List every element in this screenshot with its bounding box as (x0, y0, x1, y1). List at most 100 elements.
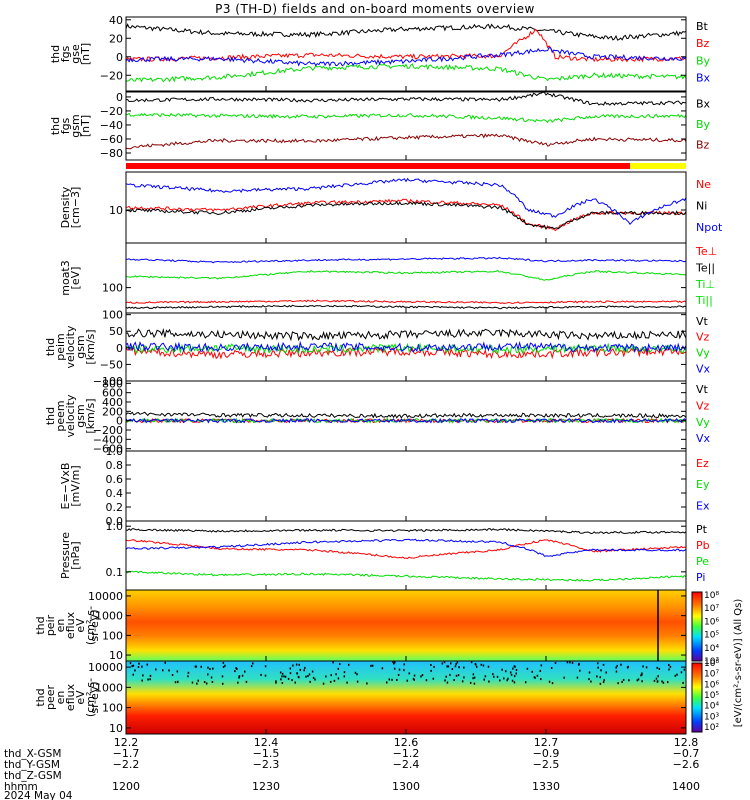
y-axis-label: peim (54, 333, 67, 361)
heatmap-speckle (187, 675, 189, 678)
colorbar-tick-label: 10⁶ (704, 680, 719, 690)
y-axis-label: [nT] (79, 43, 92, 65)
heatmap-speckle (347, 663, 350, 666)
heatmap-speckle (393, 662, 395, 665)
legend-entry: Ti⊥ (695, 278, 715, 291)
legend-entry: Vy (696, 416, 710, 429)
y-tick-label: 10 (109, 204, 123, 217)
heatmap-speckle (550, 666, 553, 669)
x-tick-label: −2.3 (253, 758, 280, 771)
heatmap-speckle (298, 663, 301, 666)
y-axis-label: en (54, 691, 67, 705)
heatmap-speckle (637, 678, 640, 681)
heatmap-speckle (284, 675, 287, 678)
heatmap-speckle (455, 663, 457, 666)
heatmap-speckle (238, 676, 240, 679)
legend-entry: Bz (696, 37, 710, 50)
x-tick-label: 12.7 (534, 736, 559, 749)
x-tick-label: 12.4 (254, 736, 279, 749)
legend-entry: By (696, 118, 711, 131)
y-tick-label: 200 (102, 405, 123, 418)
legend-entry: Ey (696, 478, 710, 491)
heatmap-speckle (299, 668, 302, 671)
heatmap-speckle (473, 682, 476, 685)
heatmap-speckle (655, 677, 658, 680)
legend-entry: Vy (696, 346, 710, 359)
heatmap-speckle (281, 675, 283, 678)
heatmap-speckle (472, 677, 474, 680)
heatmap-speckle (295, 663, 298, 666)
y-axis-label: thd (44, 407, 57, 425)
y-axis-label: fgs (59, 45, 72, 62)
heatmap-speckle (482, 664, 485, 667)
heatmap-speckle (534, 676, 536, 679)
heatmap-speckle (224, 664, 226, 667)
heatmap-speckle (551, 682, 554, 685)
legend-entry: Bx (696, 97, 711, 110)
heatmap-speckle (653, 679, 656, 682)
series-line-Te⊥ (125, 299, 687, 305)
heatmap-speckle (147, 678, 149, 681)
series-line-Vx (125, 417, 687, 424)
heatmap-speckle (292, 664, 294, 667)
colorbar-tick-label: 10² (704, 723, 719, 733)
heatmap-speckle (676, 673, 678, 676)
heatmap-speckle (441, 662, 444, 665)
y-tick-label: 1000 (95, 610, 123, 623)
heatmap-speckle (280, 678, 282, 681)
y-tick-label: −60 (100, 133, 123, 146)
heatmap-speckle (194, 665, 197, 668)
heatmap-speckle (343, 675, 346, 678)
series-line-Bx (125, 91, 687, 106)
y-tick-label: −200 (93, 424, 123, 437)
heatmap-speckle (205, 682, 208, 685)
heatmap-speckle (640, 674, 642, 677)
heatmap-speckle (260, 673, 262, 676)
heatmap-speckle (620, 663, 622, 666)
ephemeris-row-label: hhmm (4, 781, 38, 793)
x-tick-label: −1.2 (393, 747, 420, 760)
heatmap-speckle (515, 672, 517, 675)
heatmap-speckle (381, 667, 384, 670)
heatmap-speckle (656, 666, 658, 669)
heatmap-speckle (304, 666, 306, 669)
heatmap-speckle (129, 662, 132, 665)
x-tick-label: 1200 (112, 780, 140, 793)
colorbar-tick-label: 10⁸ (704, 659, 719, 669)
heatmap-speckle (283, 675, 285, 678)
colorbar-tick-label: 10⁵ (704, 691, 719, 701)
heatmap-speckle (674, 674, 677, 677)
y-tick-label: −400 (93, 433, 123, 446)
colorbar-tick-label: 10³ (704, 712, 719, 722)
heatmap-speckle (371, 664, 374, 667)
series-line-Pi (125, 538, 687, 557)
heatmap-speckle (669, 665, 672, 668)
heatmap-speckle (636, 679, 639, 682)
heatmap-speckle (602, 663, 605, 666)
y-tick-label: 1.0 (106, 520, 124, 533)
legend-entry: Vx (696, 432, 711, 445)
heatmap-speckle (209, 668, 211, 671)
y-axis-label: (cm²-s- (84, 678, 97, 717)
colorbar-label: [eV/(cm²-s-sr-eV)] (All Qs) (733, 599, 744, 728)
y-axis-label: moat3 (59, 260, 72, 296)
heatmap-speckle (603, 679, 605, 682)
heatmap-speckle (406, 679, 409, 682)
heatmap-speckle (563, 676, 565, 679)
y-axis-label: thd (34, 688, 47, 706)
heatmap-speckle (536, 674, 539, 677)
heatmap-speckle (322, 682, 325, 685)
ephemeris-row-label: thd_Z-GSM (4, 770, 62, 782)
heatmap-speckle (222, 661, 225, 664)
heatmap-speckle (539, 678, 542, 681)
heatmap-speckle (333, 679, 336, 682)
heatmap-speckle (666, 681, 669, 684)
x-tick-label: −2.2 (113, 758, 140, 771)
series-line-Vz (125, 346, 687, 360)
heatmap-speckle (264, 674, 267, 677)
heatmap-speckle (680, 671, 683, 674)
y-axis-label: velocity (64, 394, 77, 437)
heatmap-speckle (207, 673, 209, 676)
legend-entry: Vt (696, 315, 709, 328)
heatmap-speckle (221, 675, 224, 678)
